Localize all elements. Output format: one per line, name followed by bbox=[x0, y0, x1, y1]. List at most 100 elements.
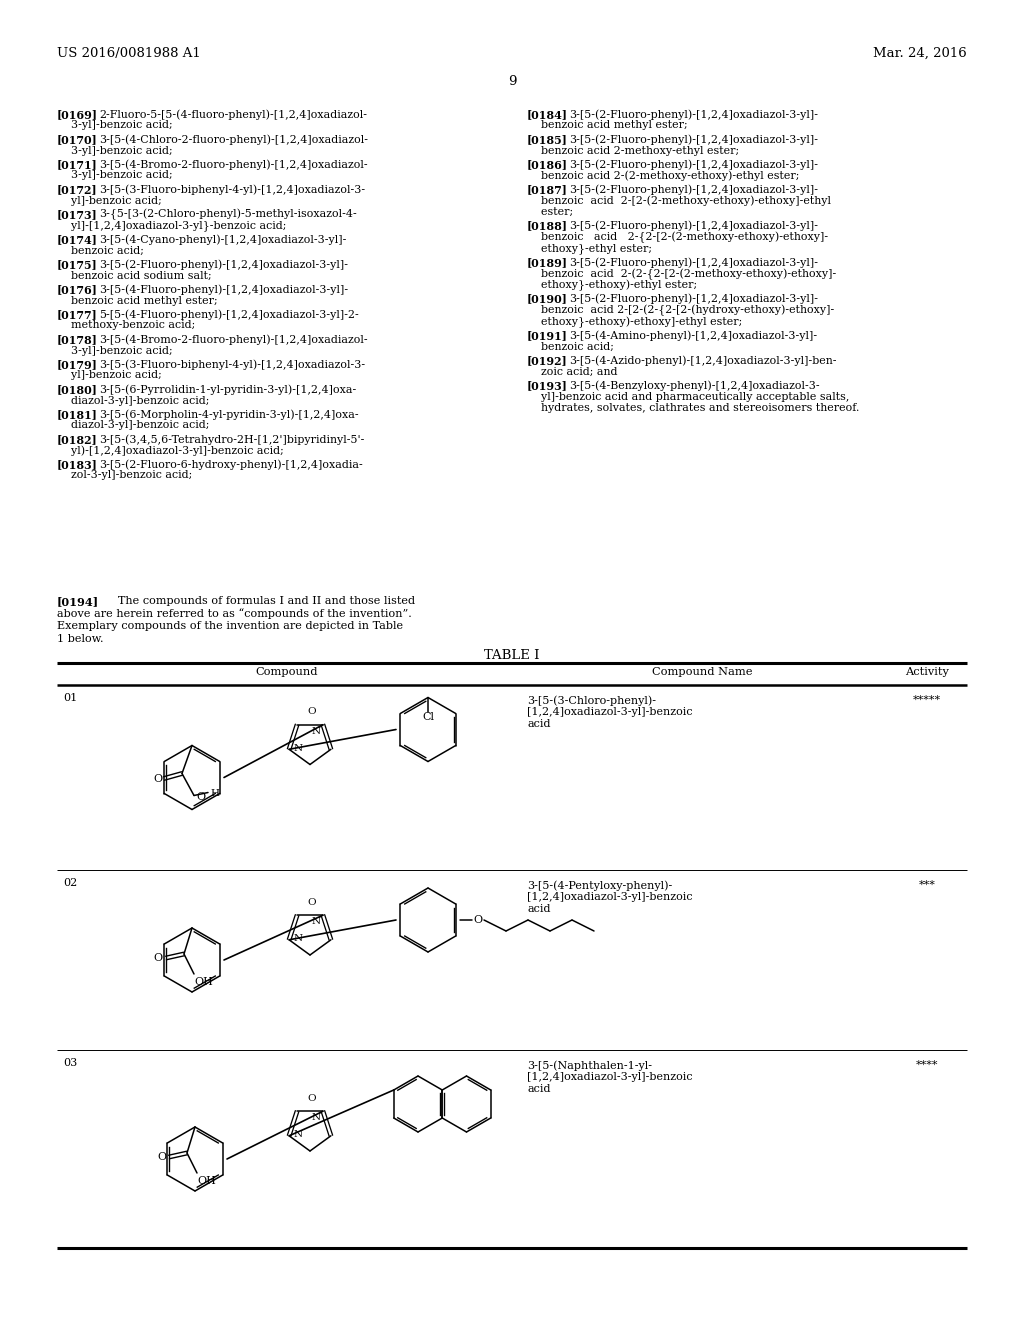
Text: O: O bbox=[307, 1094, 316, 1104]
Text: [0180]: [0180] bbox=[57, 384, 98, 395]
Text: yl]-benzoic acid;: yl]-benzoic acid; bbox=[57, 371, 162, 380]
Text: O: O bbox=[153, 774, 162, 784]
Text: above are herein referred to as “compounds of the invention”.: above are herein referred to as “compoun… bbox=[57, 609, 412, 619]
Text: 3-[5-(4-Chloro-2-fluoro-phenyl)-[1,2,4]oxadiazol-: 3-[5-(4-Chloro-2-fluoro-phenyl)-[1,2,4]o… bbox=[99, 135, 368, 145]
Text: O: O bbox=[473, 915, 482, 925]
Text: 3-[5-(2-Fluoro-6-hydroxy-phenyl)-[1,2,4]oxadia-: 3-[5-(2-Fluoro-6-hydroxy-phenyl)-[1,2,4]… bbox=[99, 459, 362, 470]
Text: yl]-[1,2,4]oxadiazol-3-yl}-benzoic acid;: yl]-[1,2,4]oxadiazol-3-yl}-benzoic acid; bbox=[57, 220, 287, 231]
Text: ester;: ester; bbox=[527, 207, 573, 216]
Text: hydrates, solvates, clathrates and stereoisomers thereof.: hydrates, solvates, clathrates and stere… bbox=[527, 403, 859, 413]
Text: Compound Name: Compound Name bbox=[651, 667, 753, 677]
Text: diazol-3-yl]-benzoic acid;: diazol-3-yl]-benzoic acid; bbox=[57, 421, 209, 430]
Text: US 2016/0081988 A1: US 2016/0081988 A1 bbox=[57, 48, 201, 59]
Text: benzoic acid 2-(2-methoxy-ethoxy)-ethyl ester;: benzoic acid 2-(2-methoxy-ethoxy)-ethyl … bbox=[527, 170, 800, 181]
Text: [0185]: [0185] bbox=[527, 135, 568, 145]
Text: N: N bbox=[311, 917, 321, 927]
Text: benzoic acid methyl ester;: benzoic acid methyl ester; bbox=[527, 120, 688, 131]
Text: acid: acid bbox=[527, 1084, 551, 1094]
Text: benzoic acid;: benzoic acid; bbox=[57, 246, 144, 256]
Text: 03: 03 bbox=[63, 1059, 77, 1068]
Text: [0183]: [0183] bbox=[57, 459, 98, 470]
Text: benzoic acid;: benzoic acid; bbox=[527, 342, 613, 351]
Text: [0193]: [0193] bbox=[527, 380, 568, 391]
Text: ethoxy}-ethoxy)-ethoxy]-ethyl ester;: ethoxy}-ethoxy)-ethoxy]-ethyl ester; bbox=[527, 317, 742, 327]
Text: 3-[5-(2-Fluoro-phenyl)-[1,2,4]oxadiazol-3-yl]-: 3-[5-(2-Fluoro-phenyl)-[1,2,4]oxadiazol-… bbox=[569, 257, 818, 268]
Text: [0171]: [0171] bbox=[57, 158, 97, 170]
Text: 3-[5-(2-Fluoro-phenyl)-[1,2,4]oxadiazol-3-yl]-: 3-[5-(2-Fluoro-phenyl)-[1,2,4]oxadiazol-… bbox=[569, 135, 818, 145]
Text: [1,2,4]oxadiazol-3-yl]-benzoic: [1,2,4]oxadiazol-3-yl]-benzoic bbox=[527, 708, 692, 717]
Text: O: O bbox=[307, 898, 316, 907]
Text: Activity: Activity bbox=[905, 667, 949, 677]
Text: Cl: Cl bbox=[422, 713, 434, 722]
Text: 9: 9 bbox=[508, 75, 516, 88]
Text: 5-[5-(4-Fluoro-phenyl)-[1,2,4]oxadiazol-3-yl]-2-: 5-[5-(4-Fluoro-phenyl)-[1,2,4]oxadiazol-… bbox=[99, 309, 358, 319]
Text: O: O bbox=[154, 953, 163, 964]
Text: yl)-[1,2,4]oxadiazol-3-yl]-benzoic acid;: yl)-[1,2,4]oxadiazol-3-yl]-benzoic acid; bbox=[57, 446, 284, 457]
Text: 3-[5-(3-Fluoro-biphenyl-4-yl)-[1,2,4]oxadiazol-3-: 3-[5-(3-Fluoro-biphenyl-4-yl)-[1,2,4]oxa… bbox=[99, 359, 366, 370]
Text: 3-[5-(4-Bromo-2-fluoro-phenyl)-[1,2,4]oxadiazol-: 3-[5-(4-Bromo-2-fluoro-phenyl)-[1,2,4]ox… bbox=[99, 158, 368, 169]
Text: benzoic  acid  2-(2-{2-[2-(2-methoxy-ethoxy)-ethoxy]-: benzoic acid 2-(2-{2-[2-(2-methoxy-ethox… bbox=[527, 268, 837, 280]
Text: ****: **** bbox=[915, 1060, 938, 1071]
Text: N: N bbox=[311, 727, 321, 735]
Text: [0175]: [0175] bbox=[57, 259, 97, 271]
Text: [0191]: [0191] bbox=[527, 330, 568, 341]
Text: [0172]: [0172] bbox=[57, 183, 97, 195]
Text: 3-[5-(6-Morpholin-4-yl-pyridin-3-yl)-[1,2,4]oxa-: 3-[5-(6-Morpholin-4-yl-pyridin-3-yl)-[1,… bbox=[99, 409, 358, 420]
Text: Exemplary compounds of the invention are depicted in Table: Exemplary compounds of the invention are… bbox=[57, 620, 403, 631]
Text: 02: 02 bbox=[63, 878, 77, 888]
Text: 3-yl]-benzoic acid;: 3-yl]-benzoic acid; bbox=[57, 145, 173, 156]
Text: ethoxy}-ethoxy)-ethyl ester;: ethoxy}-ethoxy)-ethyl ester; bbox=[527, 280, 697, 292]
Text: O: O bbox=[157, 1152, 166, 1162]
Text: zoic acid; and: zoic acid; and bbox=[527, 367, 617, 376]
Text: benzoic  acid  2-[2-(2-methoxy-ethoxy)-ethoxy]-ethyl: benzoic acid 2-[2-(2-methoxy-ethoxy)-eth… bbox=[527, 195, 831, 206]
Text: 3-[5-(3-Fluoro-biphenyl-4-yl)-[1,2,4]oxadiazol-3-: 3-[5-(3-Fluoro-biphenyl-4-yl)-[1,2,4]oxa… bbox=[99, 183, 366, 194]
Text: 3-yl]-benzoic acid;: 3-yl]-benzoic acid; bbox=[57, 120, 173, 131]
Text: acid: acid bbox=[527, 719, 551, 729]
Text: 3-[5-(2-Fluoro-phenyl)-[1,2,4]oxadiazol-3-yl]-: 3-[5-(2-Fluoro-phenyl)-[1,2,4]oxadiazol-… bbox=[569, 293, 818, 304]
Text: OH: OH bbox=[197, 1176, 216, 1185]
Text: 3-[5-(4-Pentyloxy-phenyl)-: 3-[5-(4-Pentyloxy-phenyl)- bbox=[527, 880, 672, 891]
Text: [1,2,4]oxadiazol-3-yl]-benzoic: [1,2,4]oxadiazol-3-yl]-benzoic bbox=[527, 892, 692, 902]
Text: O: O bbox=[196, 792, 205, 803]
Text: benzoic   acid   2-{2-[2-(2-methoxy-ethoxy)-ethoxy]-: benzoic acid 2-{2-[2-(2-methoxy-ethoxy)-… bbox=[527, 232, 828, 243]
Text: 3-[5-(4-Bromo-2-fluoro-phenyl)-[1,2,4]oxadiazol-: 3-[5-(4-Bromo-2-fluoro-phenyl)-[1,2,4]ox… bbox=[99, 334, 368, 345]
Text: yl]-benzoic acid and pharmaceutically acceptable salts,: yl]-benzoic acid and pharmaceutically ac… bbox=[527, 392, 849, 401]
Text: [0177]: [0177] bbox=[57, 309, 97, 319]
Text: [0194]: [0194] bbox=[57, 597, 99, 607]
Text: 3-[5-(Naphthalen-1-yl-: 3-[5-(Naphthalen-1-yl- bbox=[527, 1060, 652, 1071]
Text: ethoxy}-ethyl ester;: ethoxy}-ethyl ester; bbox=[527, 243, 652, 255]
Text: [0187]: [0187] bbox=[527, 183, 568, 195]
Text: [0181]: [0181] bbox=[57, 409, 98, 420]
Text: 1 below.: 1 below. bbox=[57, 634, 103, 644]
Text: methoxy-benzoic acid;: methoxy-benzoic acid; bbox=[57, 321, 196, 330]
Text: 3-[5-(4-Benzyloxy-phenyl)-[1,2,4]oxadiazol-3-: 3-[5-(4-Benzyloxy-phenyl)-[1,2,4]oxadiaz… bbox=[569, 380, 819, 391]
Text: 3-[5-(4-Amino-phenyl)-[1,2,4]oxadiazol-3-yl]-: 3-[5-(4-Amino-phenyl)-[1,2,4]oxadiazol-3… bbox=[569, 330, 817, 341]
Text: 3-[5-(4-Fluoro-phenyl)-[1,2,4]oxadiazol-3-yl]-: 3-[5-(4-Fluoro-phenyl)-[1,2,4]oxadiazol-… bbox=[99, 284, 348, 294]
Text: 3-[5-(2-Fluoro-phenyl)-[1,2,4]oxadiazol-3-yl]-: 3-[5-(2-Fluoro-phenyl)-[1,2,4]oxadiazol-… bbox=[569, 158, 818, 169]
Text: 01: 01 bbox=[63, 693, 77, 704]
Text: *****: ***** bbox=[913, 696, 941, 705]
Text: 3-[5-(2-Fluoro-phenyl)-[1,2,4]oxadiazol-3-yl]-: 3-[5-(2-Fluoro-phenyl)-[1,2,4]oxadiazol-… bbox=[569, 183, 818, 194]
Text: 3-[5-(2-Fluoro-phenyl)-[1,2,4]oxadiazol-3-yl]-: 3-[5-(2-Fluoro-phenyl)-[1,2,4]oxadiazol-… bbox=[569, 220, 818, 231]
Text: benzoic acid 2-methoxy-ethyl ester;: benzoic acid 2-methoxy-ethyl ester; bbox=[527, 145, 739, 156]
Text: 2-Fluoro-5-[5-(4-fluoro-phenyl)-[1,2,4]oxadiazol-: 2-Fluoro-5-[5-(4-fluoro-phenyl)-[1,2,4]o… bbox=[99, 110, 367, 120]
Text: diazol-3-yl]-benzoic acid;: diazol-3-yl]-benzoic acid; bbox=[57, 396, 209, 405]
Text: [0178]: [0178] bbox=[57, 334, 98, 345]
Text: [0169]: [0169] bbox=[57, 110, 98, 120]
Text: zol-3-yl]-benzoic acid;: zol-3-yl]-benzoic acid; bbox=[57, 470, 193, 480]
Text: OH: OH bbox=[194, 977, 213, 987]
Text: N: N bbox=[311, 1113, 321, 1122]
Text: [0179]: [0179] bbox=[57, 359, 98, 370]
Text: benzoic  acid 2-[2-(2-{2-[2-(hydroxy-ethoxy)-ethoxy]-: benzoic acid 2-[2-(2-{2-[2-(hydroxy-etho… bbox=[527, 305, 835, 317]
Text: 3-{5-[3-(2-Chloro-phenyl)-5-methyl-isoxazol-4-: 3-{5-[3-(2-Chloro-phenyl)-5-methyl-isoxa… bbox=[99, 209, 356, 220]
Text: O: O bbox=[307, 708, 316, 717]
Text: [0189]: [0189] bbox=[527, 257, 568, 268]
Text: N: N bbox=[293, 1130, 302, 1139]
Text: [0176]: [0176] bbox=[57, 284, 98, 294]
Text: 3-[5-(4-Cyano-phenyl)-[1,2,4]oxadiazol-3-yl]-: 3-[5-(4-Cyano-phenyl)-[1,2,4]oxadiazol-3… bbox=[99, 234, 346, 244]
Text: [0174]: [0174] bbox=[57, 234, 98, 246]
Text: 3-yl]-benzoic acid;: 3-yl]-benzoic acid; bbox=[57, 346, 173, 355]
Text: 3-[5-(6-Pyrrolidin-1-yl-pyridin-3-yl)-[1,2,4]oxa-: 3-[5-(6-Pyrrolidin-1-yl-pyridin-3-yl)-[1… bbox=[99, 384, 356, 395]
Text: The compounds of formulas I and II and those listed: The compounds of formulas I and II and t… bbox=[106, 597, 415, 606]
Text: 3-yl]-benzoic acid;: 3-yl]-benzoic acid; bbox=[57, 170, 173, 181]
